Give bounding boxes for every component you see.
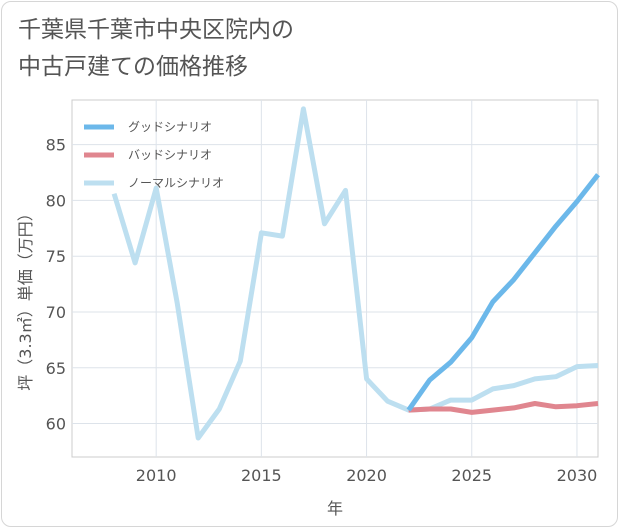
- legend-label-bad: バッドシナリオ: [128, 148, 212, 162]
- x-tick-label: 2010: [136, 466, 177, 485]
- y-tick-labels: 60 65 70 75 80 85: [46, 136, 66, 434]
- y-tick-label: 80: [46, 191, 66, 210]
- series-line-normal: [111, 106, 599, 441]
- x-tick-label: 2025: [451, 466, 492, 485]
- x-axis-label: 年: [327, 499, 343, 518]
- y-tick-label: 65: [46, 359, 66, 378]
- x-gridlines: [155, 100, 578, 457]
- y-gridlines: [72, 144, 598, 425]
- chart-title: 千葉県千葉市中央区院内の 中古戸建ての価格推移: [18, 12, 294, 86]
- title-line-1: 千葉県千葉市中央区院内の: [18, 17, 294, 43]
- y-tick-label: 85: [46, 136, 66, 155]
- legend-label-normal: ノーマルシナリオ: [128, 176, 224, 190]
- x-tick-label: 2015: [241, 466, 282, 485]
- legend-label-good: グッドシナリオ: [128, 120, 212, 134]
- plot-area: [71, 99, 599, 458]
- x-tick-label: 2020: [346, 466, 387, 485]
- title-line-2: 中古戸建ての価格推移: [18, 54, 248, 80]
- x-tick-label: 2030: [557, 466, 598, 485]
- y-tick-label: 60: [46, 415, 66, 434]
- y-tick-label: 70: [46, 303, 66, 322]
- series-line-good: [406, 173, 600, 412]
- x-tick-labels: 2010 2015 2020 2025 2030: [136, 466, 598, 485]
- series-layer: [111, 106, 600, 441]
- y-tick-label: 75: [46, 247, 66, 266]
- y-axis-label: 坪（3.3㎡）単価（万円）: [16, 205, 35, 390]
- series-line-bad: [408, 401, 599, 415]
